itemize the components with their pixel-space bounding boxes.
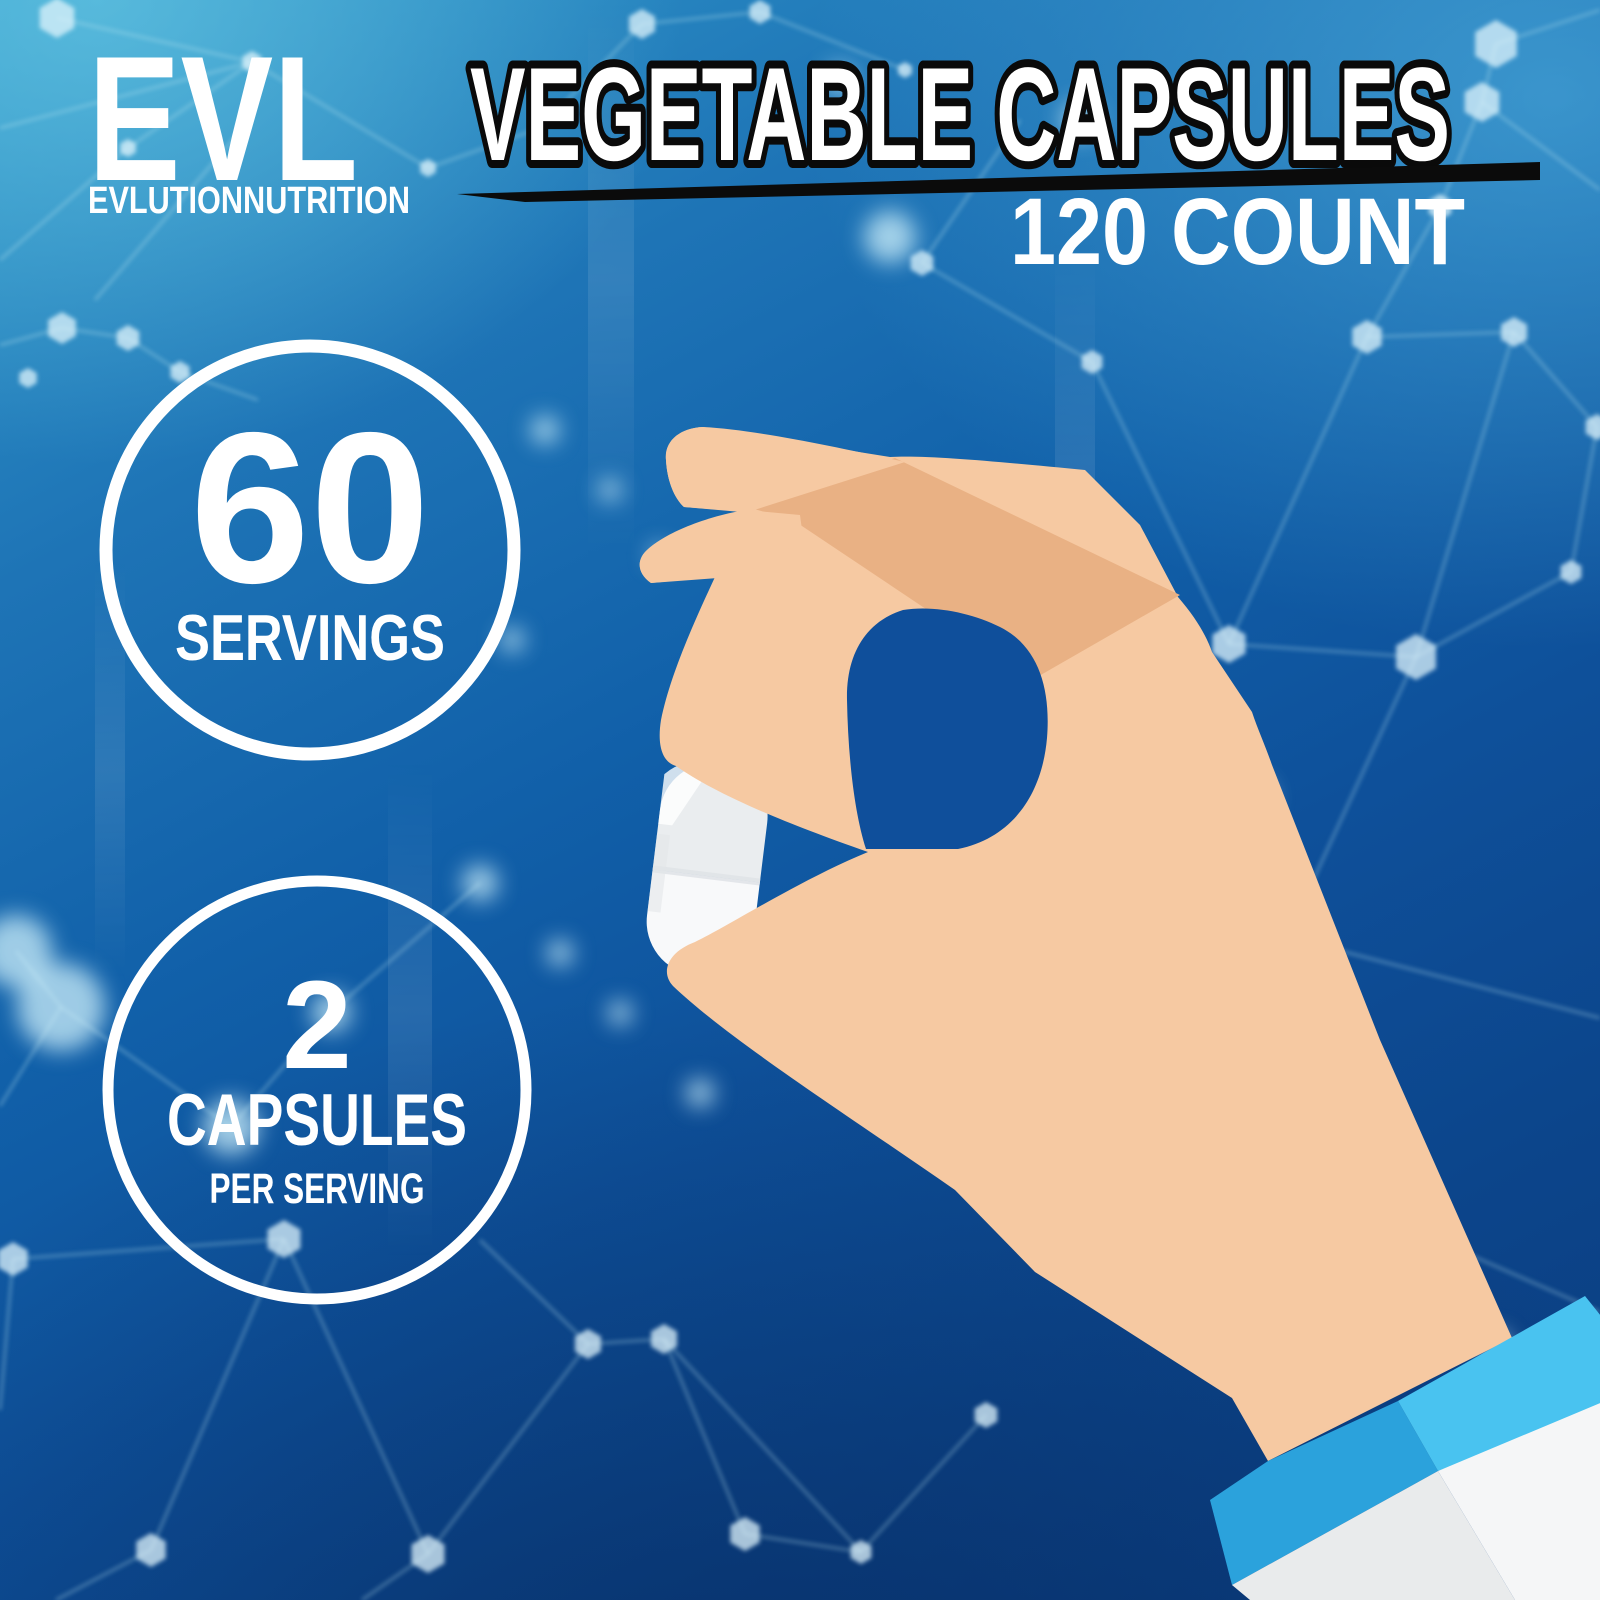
evl-logo-text: EVL xyxy=(88,19,358,218)
dose-sublabel: PER SERVING xyxy=(210,1165,425,1213)
capsules-badge-ring xyxy=(102,875,532,1305)
dose-label: CAPSULES xyxy=(167,1080,467,1161)
capsules-badge: 2 CAPSULES PER SERVING xyxy=(102,875,532,1305)
folded-finger xyxy=(639,510,802,583)
evl-logo: EVL EVLUTIONNUTRITION xyxy=(88,19,410,222)
dose-value: 2 xyxy=(282,956,352,1095)
sleeve-shaded xyxy=(1232,1471,1515,1600)
light-streaks xyxy=(95,0,1095,1260)
servings-label: SERVINGS xyxy=(175,601,445,674)
page-title: VEGETABLE CAPSULES xyxy=(470,41,1450,189)
servings-badge-ring xyxy=(99,339,521,761)
top-finger xyxy=(665,427,905,512)
count-label: 120 COUNT xyxy=(1010,179,1465,285)
hand-hole xyxy=(846,608,1048,849)
hand-shade xyxy=(740,458,1180,680)
title-underline-swoosh xyxy=(457,162,1540,202)
servings-badge: 60 SERVINGS xyxy=(99,339,521,761)
servings-value: 60 xyxy=(190,387,430,628)
evl-logo-subtext: EVLUTIONNUTRITION xyxy=(88,180,410,222)
sleeve-white xyxy=(1438,1403,1600,1600)
hand-pinching-capsule-icon xyxy=(639,427,1600,1600)
cuff-dark xyxy=(1210,1401,1438,1585)
